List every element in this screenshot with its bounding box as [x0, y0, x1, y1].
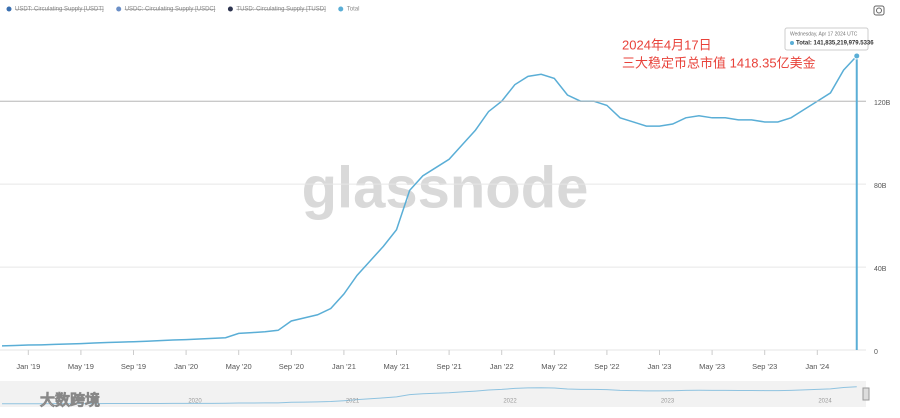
y-tick-label: 120B — [874, 100, 891, 107]
logo: 大数跨境 — [40, 391, 100, 409]
legend-entry: TUSD: Circulating Supply [TUSD] — [236, 7, 326, 13]
x-tick-label: May '19 — [68, 362, 94, 371]
tooltip-date: Wednesday, Apr 17 2024 UTC — [790, 31, 858, 37]
camera-lens — [876, 7, 882, 14]
tooltip-marker — [790, 41, 794, 45]
y-tick-label: 80B — [874, 183, 887, 190]
series-line — [1, 55, 858, 347]
annotation: 2024年4月17日 — [622, 37, 712, 52]
x-tick-label: Sep '19 — [121, 362, 146, 371]
legend-marker — [338, 6, 344, 12]
navigator-label: 2020 — [188, 399, 202, 405]
legend-entry: USDC: Circulating Supply [USDC] — [125, 7, 216, 13]
x-tick-label: Jan '20 — [174, 362, 198, 371]
navigator-label: 2023 — [661, 399, 675, 405]
tooltip-text: Total: 141,835,219,979.5336 — [796, 41, 874, 47]
legend-marker — [6, 6, 12, 12]
legend-entry: USDT: Circulating Supply [USDT] — [15, 7, 104, 13]
tooltip — [784, 27, 869, 51]
annotation: 三大稳定币总市值 1418.35亿美金 — [622, 55, 816, 70]
x-tick-label: Sep '23 — [752, 362, 777, 371]
watermark: glassnode — [302, 155, 589, 220]
y-tick-label: 0 — [874, 349, 878, 356]
x-tick-label: May '23 — [699, 362, 725, 371]
x-tick-label: May '21 — [383, 362, 409, 371]
x-tick-label: Jan '19 — [16, 362, 40, 371]
x-tick-label: Sep '20 — [279, 362, 304, 371]
x-tick-label: Jan '21 — [332, 362, 356, 371]
navigator-line — [1, 386, 857, 405]
x-tick-label: Sep '22 — [594, 362, 619, 371]
x-tick-label: May '20 — [226, 362, 252, 371]
camera-icon[interactable] — [873, 5, 885, 16]
navigator[interactable] — [0, 381, 866, 407]
navigator-label: 2022 — [503, 399, 517, 405]
x-tick-label: Jan '24 — [805, 362, 829, 371]
x-tick-label: Jan '23 — [648, 362, 672, 371]
navigator-handle[interactable] — [862, 387, 870, 401]
y-tick-label: 40B — [874, 266, 887, 273]
x-tick-label: Sep '21 — [436, 362, 461, 371]
navigator-label: 2021 — [346, 399, 360, 405]
legend-entry: Total — [347, 7, 360, 13]
legend-marker — [116, 6, 122, 12]
navigator-label: 2024 — [818, 399, 832, 405]
x-tick-label: May '22 — [541, 362, 567, 371]
legend-marker — [227, 6, 233, 12]
hover-point — [853, 52, 861, 60]
x-tick-label: Jan '22 — [490, 362, 514, 371]
